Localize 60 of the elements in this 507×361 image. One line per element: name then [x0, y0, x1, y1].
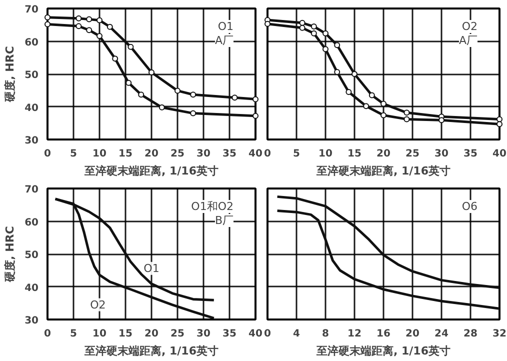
y-tick-label: 30 — [24, 316, 39, 326]
y-tick-label: 60 — [24, 217, 39, 228]
x-tick-label: 15 — [118, 328, 132, 340]
x-tick-label: 15 — [348, 148, 362, 160]
x-tick-label: 20 — [376, 148, 390, 160]
annotation: O6 — [462, 200, 478, 213]
annotation: A厂 — [214, 34, 234, 47]
x-tick-label: 5 — [70, 328, 78, 340]
x-tick-label: 40 — [248, 328, 262, 340]
x-tick-label: 5 — [293, 148, 300, 160]
x-tick-label: 35 — [464, 148, 478, 160]
x-tick-label: 20 — [144, 148, 158, 160]
y-axis-title: 硬度, HRC — [4, 226, 17, 283]
x-tick-label: 30 — [196, 148, 210, 160]
y-tick-label: 70 — [24, 184, 39, 196]
x-tick-label: 25 — [170, 328, 184, 340]
x-tick-label: 40 — [248, 148, 262, 160]
x-tick-label: 0 — [264, 328, 272, 340]
x-tick-label: 35 — [222, 148, 236, 160]
x-tick-label: 30 — [434, 148, 448, 160]
x-tick-label: 32 — [492, 328, 506, 340]
y-tick-label: 50 — [24, 70, 39, 81]
x-tick-label: 25 — [406, 148, 420, 160]
x-axis-title: 至淬硬末端距离, 1/16英寸 — [84, 164, 219, 178]
annotation: A厂 — [458, 34, 478, 47]
x-tick-label: 16 — [376, 328, 390, 340]
annotation: O2 — [462, 20, 478, 33]
x-tick-label: 0 — [44, 148, 52, 160]
annotation: B厂 — [214, 214, 234, 227]
x-tick-label: 28 — [464, 328, 478, 340]
x-axis-title: 至淬硬末端距离, 1/16英寸 — [84, 344, 219, 358]
x-tick-label: 15 — [118, 148, 132, 160]
y-tick-label: 70 — [24, 4, 39, 16]
x-tick-label: 8 — [322, 328, 330, 340]
x-tick-label: 10 — [92, 328, 106, 340]
y-tick-label: 30 — [24, 136, 39, 146]
y-tick-label: 50 — [24, 250, 39, 261]
x-tick-label: 35 — [222, 328, 236, 340]
x-tick-label: 25 — [170, 148, 184, 160]
x-tick-label: 20 — [144, 328, 158, 340]
x-tick-label: 0 — [44, 328, 52, 340]
x-tick-label: 20 — [406, 328, 420, 340]
x-tick-label: 4 — [293, 328, 300, 340]
annotation: O1 — [218, 20, 234, 33]
x-tick-label: 10 — [318, 148, 332, 160]
y-tick-label: 40 — [24, 102, 39, 114]
x-axis-title: 至淬硬末端距离, 1/16英寸 — [316, 344, 451, 358]
x-tick-label: 0 — [264, 148, 272, 160]
y-tick-label: 60 — [24, 37, 39, 48]
annotation: O1 — [144, 262, 160, 275]
y-tick-label: 40 — [24, 282, 39, 294]
x-tick-label: 40 — [492, 148, 506, 160]
x-tick-label: 12 — [348, 328, 362, 340]
x-tick-label: 30 — [196, 328, 210, 340]
annotation: O1和O2 — [191, 200, 234, 213]
x-tick-label: 10 — [92, 148, 106, 160]
x-tick-label: 24 — [434, 328, 448, 340]
x-tick-label: 5 — [70, 148, 78, 160]
y-axis-title: 硬度, HRC — [4, 46, 17, 103]
x-axis-title: 至淬硬末端距离, 1/16英寸 — [316, 164, 451, 178]
